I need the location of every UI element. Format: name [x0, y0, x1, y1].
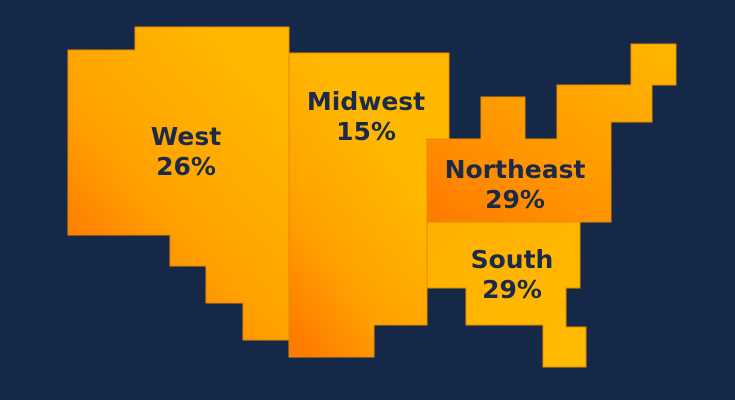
region-south-name: South: [471, 245, 554, 274]
region-south-value: 29%: [482, 275, 542, 304]
region-west-name: West: [151, 122, 222, 151]
region-northeast-value: 29%: [485, 185, 545, 214]
region-south[interactable]: South 29%: [426, 221, 587, 368]
region-northeast-name: Northeast: [445, 155, 586, 184]
region-northeast[interactable]: Northeast 29%: [426, 43, 677, 223]
region-midwest-value: 15%: [336, 117, 396, 146]
region-midwest-name: Midwest: [307, 87, 425, 116]
region-midwest[interactable]: Midwest 15%: [288, 52, 450, 358]
region-west[interactable]: West 26%: [67, 26, 290, 341]
region-west-value: 26%: [156, 152, 216, 181]
